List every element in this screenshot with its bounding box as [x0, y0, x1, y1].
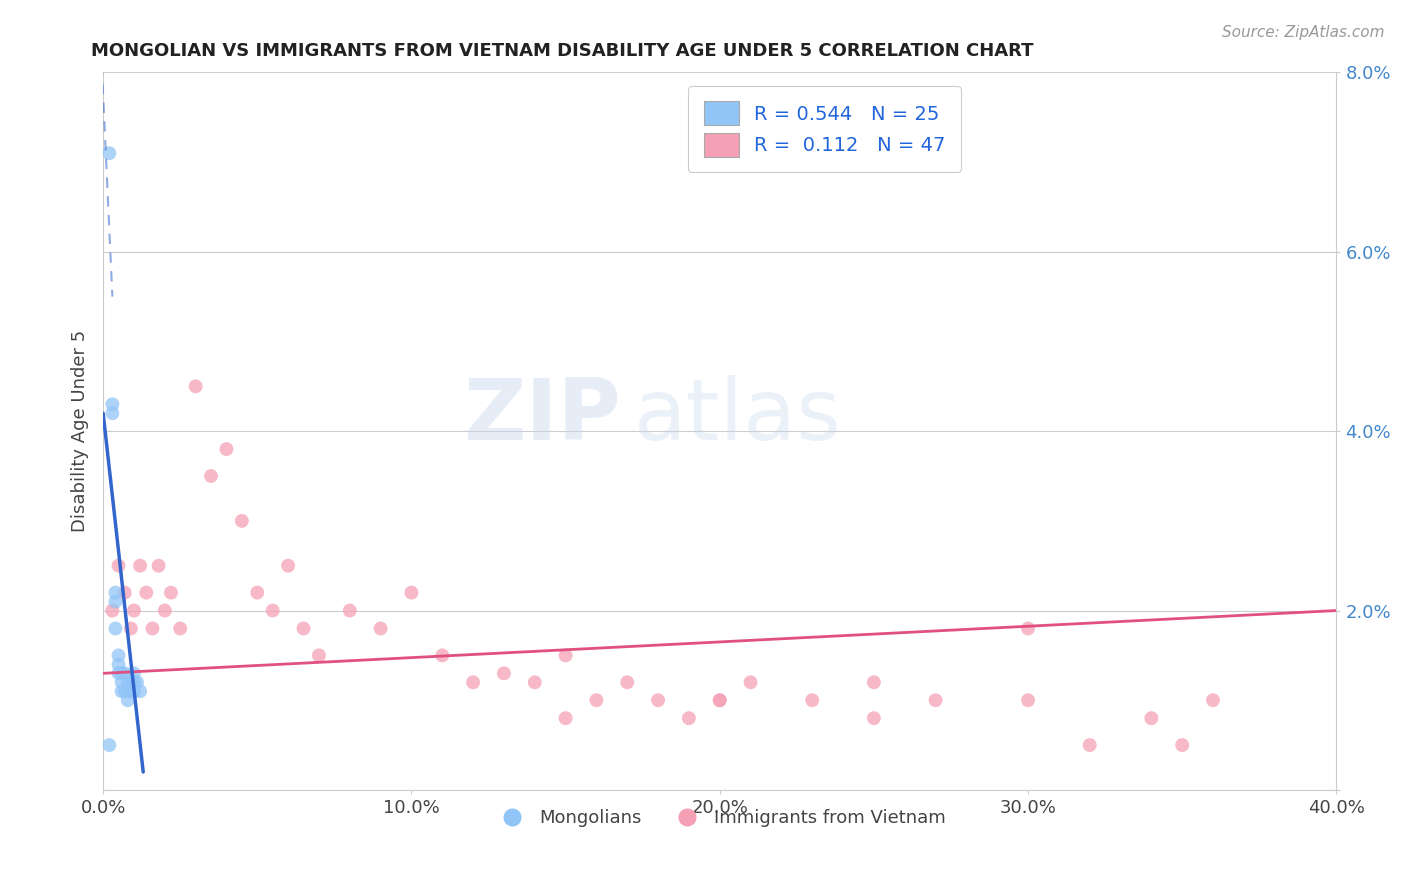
Point — [1078, 738, 1101, 752]
Point — [801, 693, 824, 707]
Point — [585, 693, 607, 707]
Point — [120, 684, 142, 698]
Point — [277, 558, 299, 573]
Point — [104, 585, 127, 599]
Point — [122, 675, 145, 690]
Point — [107, 648, 129, 663]
Point — [740, 675, 762, 690]
Point — [616, 675, 638, 690]
Point — [125, 675, 148, 690]
Point — [461, 675, 484, 690]
Point — [262, 603, 284, 617]
Point — [104, 622, 127, 636]
Point — [678, 711, 700, 725]
Point — [292, 622, 315, 636]
Point — [709, 693, 731, 707]
Point — [370, 622, 392, 636]
Point — [101, 603, 124, 617]
Point — [1140, 711, 1163, 725]
Point — [1017, 622, 1039, 636]
Point — [117, 693, 139, 707]
Point — [101, 406, 124, 420]
Point — [432, 648, 454, 663]
Point — [117, 675, 139, 690]
Point — [107, 657, 129, 672]
Point — [107, 666, 129, 681]
Point — [111, 684, 134, 698]
Y-axis label: Disability Age Under 5: Disability Age Under 5 — [72, 330, 89, 533]
Point — [114, 585, 136, 599]
Point — [153, 603, 176, 617]
Point — [246, 585, 269, 599]
Legend: Mongolians, Immigrants from Vietnam: Mongolians, Immigrants from Vietnam — [486, 802, 953, 835]
Point — [148, 558, 170, 573]
Point — [114, 684, 136, 698]
Text: ZIP: ZIP — [464, 376, 621, 458]
Point — [184, 379, 207, 393]
Point — [1202, 693, 1225, 707]
Point — [231, 514, 253, 528]
Point — [554, 711, 576, 725]
Point — [117, 684, 139, 698]
Point — [523, 675, 546, 690]
Point — [98, 738, 121, 752]
Text: Source: ZipAtlas.com: Source: ZipAtlas.com — [1222, 25, 1385, 40]
Point — [160, 585, 183, 599]
Point — [308, 648, 330, 663]
Point — [647, 693, 669, 707]
Point — [863, 711, 886, 725]
Point — [709, 693, 731, 707]
Point — [122, 684, 145, 698]
Point — [200, 469, 222, 483]
Point — [554, 648, 576, 663]
Point — [114, 666, 136, 681]
Point — [492, 666, 515, 681]
Point — [129, 558, 152, 573]
Point — [107, 558, 129, 573]
Point — [120, 622, 142, 636]
Point — [863, 675, 886, 690]
Point — [122, 603, 145, 617]
Point — [924, 693, 946, 707]
Point — [1171, 738, 1194, 752]
Point — [122, 666, 145, 681]
Point — [401, 585, 423, 599]
Text: MONGOLIAN VS IMMIGRANTS FROM VIETNAM DISABILITY AGE UNDER 5 CORRELATION CHART: MONGOLIAN VS IMMIGRANTS FROM VIETNAM DIS… — [91, 42, 1033, 60]
Point — [101, 397, 124, 411]
Point — [169, 622, 191, 636]
Point — [120, 675, 142, 690]
Point — [98, 146, 121, 161]
Text: atlas: atlas — [634, 376, 841, 458]
Point — [129, 684, 152, 698]
Point — [111, 675, 134, 690]
Point — [339, 603, 361, 617]
Point — [1017, 693, 1039, 707]
Point — [141, 622, 163, 636]
Point — [215, 442, 238, 456]
Point — [104, 594, 127, 608]
Point — [111, 666, 134, 681]
Point — [135, 585, 157, 599]
